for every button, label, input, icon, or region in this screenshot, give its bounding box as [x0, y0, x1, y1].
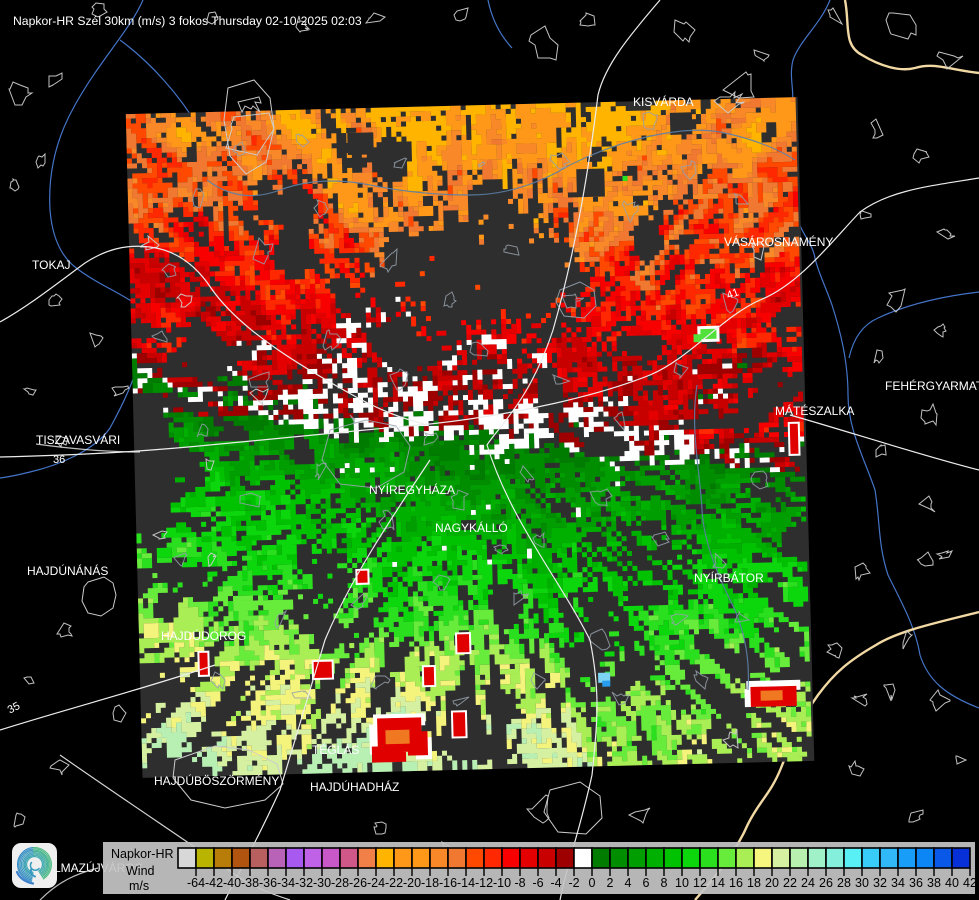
svg-text:Napkor-HR: Napkor-HR	[111, 847, 174, 861]
svg-text:VÁSÁROSNAMÉNY: VÁSÁROSNAMÉNY	[724, 234, 833, 249]
svg-text:TÉGLÁS: TÉGLÁS	[312, 742, 359, 757]
svg-text:36: 36	[909, 876, 923, 890]
svg-text:34: 34	[891, 876, 905, 890]
svg-text:36: 36	[53, 454, 65, 466]
svg-text:-20: -20	[403, 876, 421, 890]
svg-text:-30: -30	[313, 876, 331, 890]
svg-text:38: 38	[927, 876, 941, 890]
svg-text:10: 10	[675, 876, 689, 890]
svg-text:32: 32	[873, 876, 887, 890]
svg-text:-26: -26	[349, 876, 367, 890]
svg-text:-16: -16	[439, 876, 457, 890]
svg-text:22: 22	[783, 876, 797, 890]
svg-text:HAJDÚHADHÁZ: HAJDÚHADHÁZ	[310, 779, 399, 794]
svg-text:26: 26	[819, 876, 833, 890]
svg-text:HAJDÚDOROG: HAJDÚDOROG	[161, 628, 246, 643]
svg-text:6: 6	[643, 876, 650, 890]
svg-text:-24: -24	[367, 876, 385, 890]
svg-text:-28: -28	[331, 876, 349, 890]
svg-text:-36: -36	[259, 876, 277, 890]
svg-text:HAJDÚBÖSZÖRMÉNY: HAJDÚBÖSZÖRMÉNY	[154, 773, 279, 788]
svg-text:40: 40	[945, 876, 959, 890]
svg-text:-2: -2	[568, 876, 579, 890]
svg-text:-34: -34	[277, 876, 295, 890]
svg-text:NYÍRBÁTOR: NYÍRBÁTOR	[694, 570, 764, 585]
svg-text:KISVÁRDA: KISVÁRDA	[633, 94, 694, 109]
svg-text:HAJDÚNÁNÁS: HAJDÚNÁNÁS	[27, 563, 108, 578]
svg-text:41: 41	[725, 286, 741, 301]
svg-text:-38: -38	[241, 876, 259, 890]
svg-text:-32: -32	[295, 876, 313, 890]
svg-text:14: 14	[711, 876, 725, 890]
svg-text:-42: -42	[205, 876, 223, 890]
svg-text:-14: -14	[457, 876, 475, 890]
svg-text:4: 4	[625, 876, 632, 890]
svg-text:18: 18	[747, 876, 761, 890]
svg-text:Napkor-HR Szél 30km (m/s) 3 fo: Napkor-HR Szél 30km (m/s) 3 fokos Thursd…	[13, 14, 362, 28]
svg-text:FEHÉRGYARMAT: FEHÉRGYARMAT	[885, 378, 979, 393]
svg-text:28: 28	[837, 876, 851, 890]
svg-text:42: 42	[963, 876, 977, 890]
svg-text:TOKAJ: TOKAJ	[32, 258, 70, 272]
svg-text:35: 35	[6, 700, 22, 716]
svg-text:TISZAVASVÁRI: TISZAVASVÁRI	[36, 432, 120, 447]
svg-text:MÁTÉSZALKA: MÁTÉSZALKA	[775, 403, 854, 418]
svg-text:30: 30	[855, 876, 869, 890]
svg-text:-22: -22	[385, 876, 403, 890]
svg-text:24: 24	[801, 876, 815, 890]
svg-text:-8: -8	[514, 876, 525, 890]
svg-text:-10: -10	[493, 876, 511, 890]
svg-text:0: 0	[589, 876, 596, 890]
svg-text:8: 8	[661, 876, 668, 890]
svg-text:12: 12	[693, 876, 707, 890]
svg-text:-18: -18	[421, 876, 439, 890]
svg-text:NAGYKÁLLÓ: NAGYKÁLLÓ	[435, 520, 508, 535]
svg-text:-6: -6	[532, 876, 543, 890]
svg-text:-64: -64	[187, 876, 205, 890]
svg-text:2: 2	[607, 876, 614, 890]
svg-text:20: 20	[765, 876, 779, 890]
svg-text:-4: -4	[550, 876, 561, 890]
svg-text:m/s: m/s	[129, 879, 149, 893]
svg-text:Wind: Wind	[126, 864, 155, 878]
svg-text:NYÍREGYHÁZA: NYÍREGYHÁZA	[369, 482, 455, 497]
svg-text:-12: -12	[475, 876, 493, 890]
svg-text:-40: -40	[223, 876, 241, 890]
svg-text:16: 16	[729, 876, 743, 890]
